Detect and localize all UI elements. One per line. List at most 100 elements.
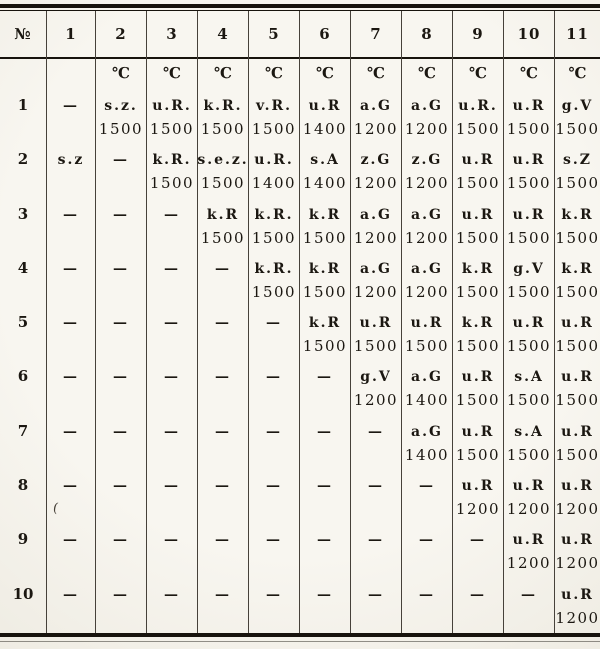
row-number: 10 [12, 584, 34, 603]
table-cell: — [95, 198, 146, 253]
table-cell: k.R 1500 [197, 198, 248, 253]
cell-temperature: 1500 [302, 282, 348, 301]
cell-temperature: 1200 [353, 391, 399, 410]
table-cell: g.V 1500 [503, 252, 554, 308]
table-cell: — [146, 524, 197, 579]
cell-abbreviation: s.z. [104, 98, 138, 114]
cell-temperature: 1500 [200, 174, 246, 193]
cell-temperature: 1500 [455, 337, 501, 356]
cell-abbreviation: — [368, 532, 384, 549]
cell-abbreviation: — [63, 586, 79, 603]
cell-abbreviation: a.G [411, 423, 443, 440]
cell-abbreviation: — [368, 586, 384, 603]
cell-abbreviation: k.R. [152, 152, 192, 169]
cell-abbreviation: — [63, 532, 79, 549]
table-cell: a.G 1200 [401, 198, 452, 253]
cell-temperature: 1500 [506, 120, 552, 138]
table-cell: u.R 1500 [452, 144, 503, 199]
cell-abbreviation: — [113, 586, 129, 603]
row-number: 4 [17, 258, 29, 277]
table-cell: — [46, 307, 95, 362]
cell-abbreviation: — [266, 315, 282, 332]
unit-celsius-cell [0, 57, 46, 90]
cell-abbreviation: k.R. [203, 98, 243, 114]
cell-abbreviation: — [164, 315, 180, 332]
cell-abbreviation: s.z [57, 152, 85, 169]
row-number: 5 [17, 313, 29, 332]
table-cell: a.G 1200 [350, 198, 401, 253]
cell-abbreviation: a.G [360, 98, 392, 114]
table-cell: — [248, 415, 299, 471]
table-cell: — [299, 578, 350, 633]
cell-abbreviation: — [63, 478, 79, 495]
table-cell: u.R 1500 [452, 361, 503, 416]
cell-abbreviation: u.R [561, 423, 594, 440]
table-cell: k.R. 1500 [146, 144, 197, 199]
cell-temperature: 1500 [555, 174, 600, 193]
cell-temperature: 1500 [200, 228, 246, 247]
cell-temperature: 1200 [404, 228, 450, 247]
cell-abbreviation: — [63, 369, 79, 386]
table-cell: a.G 1200 [350, 90, 401, 145]
cell-abbreviation: — [164, 532, 180, 549]
cell-abbreviation: u.R [512, 206, 546, 223]
table-cell: — [299, 361, 350, 416]
cell-temperature: 1500 [506, 337, 552, 356]
cell-abbreviation: s.A [310, 152, 340, 169]
cell-abbreviation: k.R [206, 206, 240, 223]
cell-abbreviation: — [317, 478, 333, 495]
cell-temperature: 1200 [455, 500, 501, 519]
table-cell: s.A 1400 [299, 144, 350, 199]
table-cell: — [46, 198, 95, 253]
cell-abbreviation: — [266, 532, 282, 549]
unit-celsius-cell: ℃ [350, 57, 401, 90]
cell-abbreviation: — [164, 478, 180, 495]
cell-abbreviation: a.G [411, 369, 443, 386]
cell-abbreviation: u.R [308, 98, 342, 114]
row-number: 6 [17, 367, 29, 386]
table-cell: k.R 1500 [299, 307, 350, 362]
cell-temperature: 1500 [302, 337, 348, 356]
table-cell: — [46, 361, 95, 416]
cell-abbreviation: u.R [512, 315, 546, 332]
table-cell: — [248, 524, 299, 579]
table-cell: — [350, 524, 401, 579]
table-cell: — [197, 307, 248, 362]
cell-abbreviation: a.G [411, 206, 443, 223]
table-cell: — [95, 470, 146, 525]
table-cell: k.R 1500 [452, 307, 503, 362]
cell-temperature: 1200 [555, 500, 600, 519]
column-header: 3 [146, 11, 197, 57]
cell-abbreviation: — [317, 586, 333, 603]
cell-abbreviation: — [368, 423, 384, 440]
table-cell: — [95, 524, 146, 579]
cell-abbreviation: — [266, 478, 282, 495]
cell-abbreviation: — [113, 478, 129, 495]
column-header: 10 [503, 11, 554, 57]
cell-abbreviation: v.R. [255, 98, 293, 114]
table-cell: — [248, 361, 299, 416]
cell-temperature: 1200 [555, 554, 600, 573]
cell-abbreviation: — [419, 532, 435, 549]
table-cell: — [146, 198, 197, 253]
cell-temperature: 1400 [251, 174, 297, 193]
cell-abbreviation: s.Z [563, 152, 592, 169]
table-cell: u.R 1200 [503, 470, 554, 525]
column-header: 6 [299, 11, 350, 57]
cell-abbreviation: k.R. [254, 206, 294, 223]
cell-abbreviation: — [164, 369, 180, 386]
cell-abbreviation: — [113, 260, 129, 277]
cell-abbreviation: — [113, 206, 129, 223]
table-cell: — [350, 578, 401, 633]
cell-abbreviation: — [113, 532, 129, 549]
column-header: 11 [554, 11, 600, 57]
cell-abbreviation: — [215, 423, 231, 440]
unit-celsius-cell [46, 57, 95, 90]
table-cell: a.G 1400 [401, 361, 452, 416]
cell-abbreviation: — [317, 532, 333, 549]
table-cell: k.R 1500 [554, 198, 600, 253]
cell-abbreviation: — [368, 478, 384, 495]
table-cell: v.R. 1500 [248, 90, 299, 145]
table-cell: s.z [46, 144, 95, 199]
cell-temperature: 1200 [353, 282, 399, 301]
